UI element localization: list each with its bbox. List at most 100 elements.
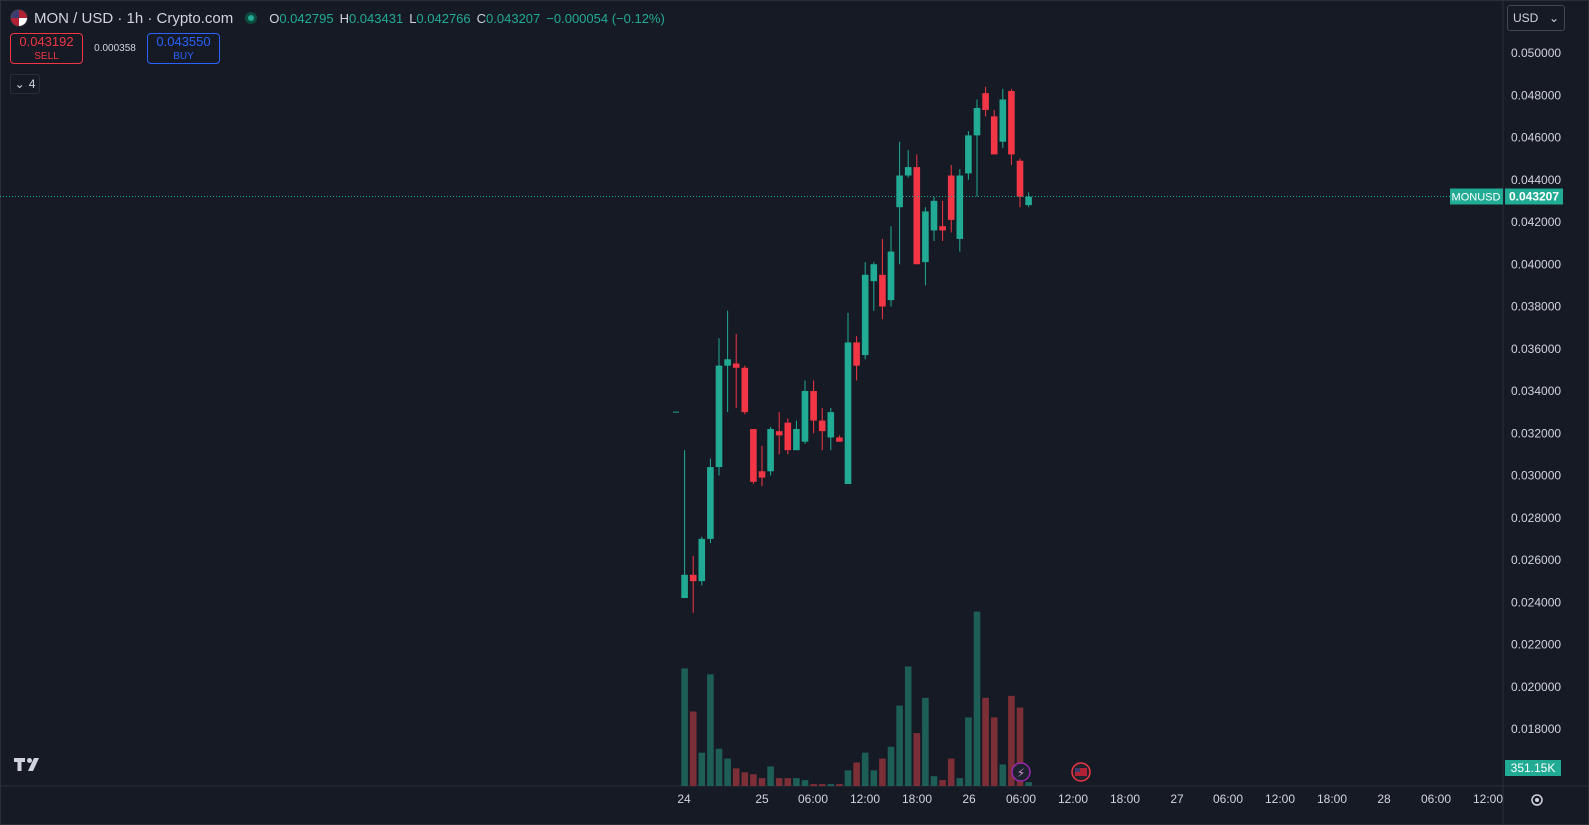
volume-bar bbox=[853, 762, 860, 786]
volume-bar bbox=[913, 733, 921, 786]
candle-body bbox=[939, 226, 946, 231]
symbol-title[interactable]: MON / USD · 1h · Crypto.com bbox=[34, 9, 234, 27]
candle-body bbox=[982, 93, 989, 111]
candle-body bbox=[896, 175, 903, 208]
candle-body bbox=[904, 167, 912, 176]
open-value: 0.042795 bbox=[279, 10, 334, 26]
candle-body bbox=[801, 391, 809, 442]
volume-bar bbox=[930, 776, 938, 786]
chevron-down-icon: ⌄ bbox=[1548, 11, 1559, 25]
volume-bar bbox=[844, 770, 852, 786]
candle-body bbox=[784, 422, 792, 451]
high-label: H bbox=[339, 10, 349, 26]
volume-bar bbox=[689, 711, 697, 786]
currency-select[interactable]: USD ⌄ bbox=[1507, 5, 1565, 31]
volume-bar bbox=[775, 778, 783, 786]
volume-bar bbox=[827, 784, 835, 786]
candle-body bbox=[681, 574, 688, 599]
volume-bar bbox=[732, 768, 740, 786]
volume-bar bbox=[767, 766, 774, 786]
price-tick-label: 0.036000 bbox=[1511, 342, 1561, 356]
candle-body bbox=[750, 429, 757, 482]
close-value: 0.043207 bbox=[486, 10, 541, 26]
candle-body bbox=[956, 175, 964, 239]
tradingview-logo[interactable] bbox=[14, 756, 44, 777]
sell-label: SELL bbox=[34, 50, 59, 62]
candle-body bbox=[930, 200, 938, 231]
time-tick-label: 18:00 bbox=[1110, 792, 1140, 806]
volume-bar bbox=[793, 778, 800, 786]
candle-body bbox=[724, 359, 731, 366]
us-event-flag bbox=[1075, 768, 1087, 776]
volume-bar bbox=[887, 746, 895, 786]
volume-bar bbox=[939, 780, 946, 786]
price-tick-label: 0.018000 bbox=[1511, 722, 1561, 736]
volume-bar bbox=[810, 784, 817, 786]
volume-bar bbox=[681, 668, 688, 786]
buy-price: 0.043550 bbox=[156, 33, 211, 49]
price-tick-label: 0.050000 bbox=[1511, 46, 1561, 60]
price-tick-label: 0.032000 bbox=[1511, 426, 1561, 440]
time-tick-label: 18:00 bbox=[1317, 792, 1347, 806]
volume-bar bbox=[870, 770, 878, 786]
time-tick-label: 26 bbox=[962, 792, 976, 806]
candle-body bbox=[861, 274, 869, 356]
high-value: 0.043431 bbox=[348, 10, 404, 26]
candle-body bbox=[715, 365, 723, 468]
candle-body bbox=[844, 342, 852, 484]
price-tick-label: 0.046000 bbox=[1511, 131, 1561, 145]
candle-body bbox=[947, 175, 955, 220]
volume-bar bbox=[999, 764, 1007, 786]
candle-body bbox=[793, 429, 800, 451]
time-tick-label: 25 bbox=[755, 792, 769, 806]
volume-bar bbox=[724, 758, 731, 786]
trade-panel: 0.043192 SELL 0.000358 0.043550 BUY bbox=[10, 33, 220, 64]
candle-body bbox=[689, 574, 697, 582]
ohlc-values: O0.042795 H0.043431 L0.042766 C0.043207 … bbox=[269, 11, 665, 26]
candle-body bbox=[775, 431, 783, 436]
market-open-icon bbox=[245, 12, 258, 24]
buy-button[interactable]: 0.043550 BUY bbox=[147, 33, 220, 64]
volume-bar bbox=[896, 705, 903, 786]
volume-bar bbox=[904, 666, 912, 786]
time-tick-label: 24 bbox=[677, 792, 691, 806]
volume-bar bbox=[801, 780, 809, 786]
price-tick-label: 0.040000 bbox=[1511, 257, 1561, 271]
volume-bar bbox=[698, 752, 706, 786]
price-tick-label: 0.038000 bbox=[1511, 300, 1561, 314]
candle-body bbox=[836, 437, 843, 442]
volume-bar bbox=[1016, 707, 1024, 786]
candle-body bbox=[827, 412, 835, 438]
volume-bar bbox=[836, 784, 843, 786]
candle-body bbox=[767, 429, 774, 472]
open-label: O bbox=[269, 10, 280, 26]
volume-bar bbox=[965, 717, 972, 786]
volume-bar bbox=[1008, 695, 1015, 786]
candle-body bbox=[741, 367, 749, 413]
time-tick-label: 06:00 bbox=[798, 792, 828, 806]
lightning-event-icon bbox=[1011, 762, 1031, 782]
symbol-label-box bbox=[1450, 188, 1503, 205]
candle-body bbox=[810, 391, 817, 421]
volume-bar bbox=[947, 758, 955, 786]
volume-bar bbox=[784, 778, 792, 786]
low-label: L bbox=[409, 10, 417, 26]
time-tick-label: 28 bbox=[1377, 792, 1391, 806]
price-tick-label: 0.048000 bbox=[1511, 88, 1561, 102]
sell-button[interactable]: 0.043192 SELL bbox=[10, 33, 83, 64]
time-tick-label: 12:00 bbox=[1265, 792, 1295, 806]
volume-label-box bbox=[1505, 760, 1561, 776]
volume-bar bbox=[956, 778, 964, 786]
candle-body bbox=[1008, 91, 1015, 155]
price-change: −0.000054 (−0.12%) bbox=[546, 10, 665, 26]
time-tick-label: 27 bbox=[1170, 792, 1184, 806]
time-tick-label: 18:00 bbox=[902, 792, 932, 806]
candle-body bbox=[758, 471, 766, 478]
time-tick-label: 06:00 bbox=[1213, 792, 1243, 806]
indicators-toggle[interactable]: ⌄ 4 bbox=[10, 74, 40, 94]
chart-legend: MON / USD · 1h · Crypto.com O0.042795 H0… bbox=[10, 8, 665, 28]
volume-bar bbox=[758, 778, 766, 786]
volume-bar bbox=[973, 611, 981, 786]
